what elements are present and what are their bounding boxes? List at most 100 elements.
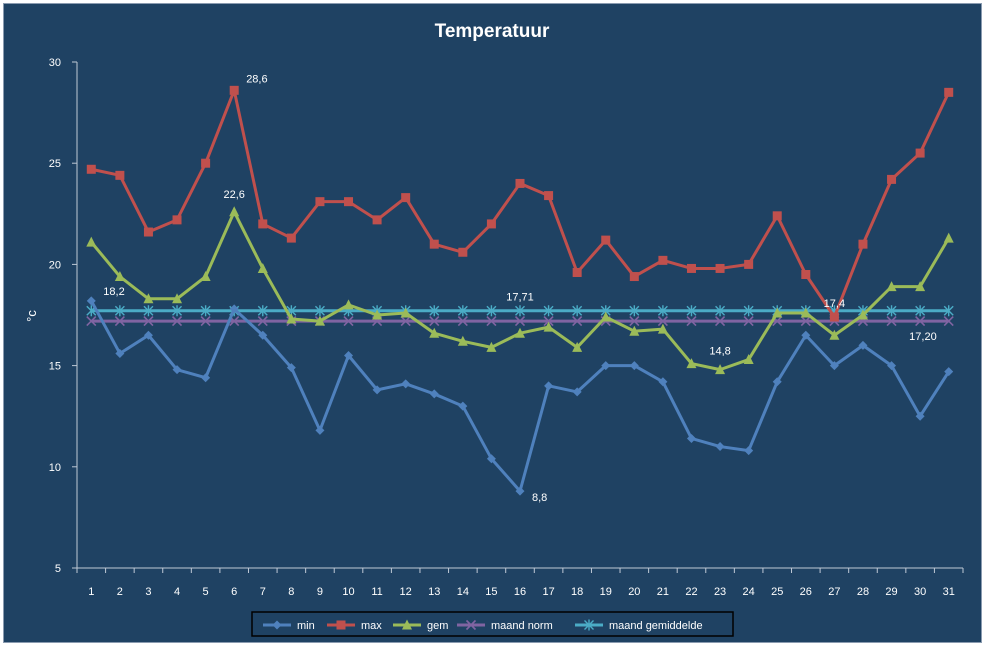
data-label: 17,71: [506, 292, 534, 304]
y-tick-label: 15: [49, 361, 61, 373]
data-point-gem: [715, 364, 726, 375]
data-point-gem: [457, 335, 468, 346]
data-point-min: [515, 486, 525, 496]
data-point-min: [944, 367, 954, 377]
data-point-max: [201, 158, 211, 168]
data-point-maand-norm: [886, 316, 897, 327]
data-point-gem: [686, 358, 697, 369]
data-point-max: [772, 211, 782, 221]
data-point-maand-norm: [915, 316, 926, 327]
data-point-min: [372, 385, 382, 395]
data-point-maand-gemiddelde: [657, 305, 668, 317]
data-point-max: [115, 170, 125, 180]
data-point-gem: [400, 307, 411, 318]
x-tick-label: 4: [174, 586, 180, 598]
data-point-max: [515, 178, 525, 188]
data-point-min: [858, 340, 868, 350]
data-point-maand-gemiddelde: [257, 305, 268, 317]
data-label: 28,6: [246, 73, 267, 85]
legend-swatch-marker: [584, 619, 594, 631]
data-point-max: [572, 267, 582, 277]
legend-swatch-marker: [336, 620, 346, 630]
data-point-maand-norm: [457, 316, 468, 327]
data-point-gem: [343, 299, 354, 310]
data-point-maand-norm: [114, 316, 125, 327]
data-point-min: [629, 361, 639, 371]
data-point-min: [915, 411, 925, 421]
data-point-min: [143, 330, 153, 340]
data-point-max: [229, 85, 239, 95]
data-point-max: [172, 215, 182, 225]
data-point-maand-norm: [800, 316, 811, 327]
data-point-maand-norm: [543, 316, 554, 327]
data-point-gem: [286, 313, 297, 324]
data-point-maand-norm: [171, 316, 183, 327]
legend-label: gem: [427, 620, 448, 632]
data-point-maand-gemiddelde: [429, 305, 440, 317]
x-tick-label: 25: [771, 586, 783, 598]
x-tick-label: 17: [542, 586, 554, 598]
legend-label: max: [361, 620, 382, 632]
x-tick-label: 10: [342, 586, 354, 598]
x-tick-label: 15: [485, 586, 497, 598]
data-point-min: [258, 330, 268, 340]
x-tick-label: 21: [657, 586, 669, 598]
data-point-maand-norm: [629, 316, 640, 327]
data-point-max: [744, 259, 754, 269]
data-point-min: [572, 387, 582, 397]
data-point-max: [944, 87, 954, 97]
data-point-maand-gemiddelde: [629, 305, 640, 317]
data-point-maand-norm: [943, 316, 954, 327]
legend-swatch-marker: [272, 620, 282, 630]
x-tick-label: 14: [457, 586, 469, 598]
data-point-gem: [572, 341, 583, 352]
data-point-min: [829, 361, 839, 371]
data-point-maand-norm: [714, 316, 726, 327]
x-tick-label: 8: [288, 586, 294, 598]
data-point-min: [86, 296, 96, 306]
data-point-maand-norm: [686, 316, 697, 327]
x-tick-label: 9: [317, 586, 323, 598]
y-tick-label: 25: [49, 158, 61, 170]
data-point-maand-gemiddelde: [915, 305, 926, 317]
data-label: 14,8: [709, 346, 730, 358]
x-tick-label: 22: [685, 586, 697, 598]
legend-swatch-marker: [465, 619, 477, 631]
data-point-gem: [200, 271, 211, 282]
data-point-maand-gemiddelde: [486, 305, 497, 317]
data-point-maand-norm: [257, 316, 268, 327]
data-point-gem: [657, 323, 668, 334]
data-point-gem: [229, 206, 240, 217]
data-point-min: [344, 350, 354, 360]
series-gem: [86, 206, 954, 375]
data-point-maand-norm: [486, 316, 497, 327]
data-point-max: [715, 263, 725, 273]
data-point-maand-gemiddelde: [457, 305, 468, 317]
data-point-min: [229, 304, 239, 314]
data-point-max: [401, 193, 411, 203]
data-point-gem: [86, 236, 97, 247]
data-point-min: [315, 425, 325, 435]
data-point-min: [458, 401, 468, 411]
data-point-gem: [515, 327, 525, 338]
x-tick-label: 16: [514, 586, 526, 598]
data-point-max: [887, 174, 897, 184]
data-point-max: [544, 191, 554, 201]
data-point-gem: [257, 262, 268, 273]
x-tick-label: 20: [628, 586, 640, 598]
data-point-gem: [743, 354, 754, 365]
series-layer: [86, 85, 954, 496]
data-point-gem: [829, 329, 840, 340]
data-point-gem: [886, 281, 897, 292]
data-point-max: [858, 239, 868, 249]
data-point-gem: [314, 315, 325, 326]
legend-swatch-marker: [402, 619, 412, 630]
x-tick-label: 28: [857, 586, 869, 598]
data-point-max: [686, 263, 696, 273]
data-point-max: [315, 197, 325, 207]
data-point-min: [201, 373, 211, 383]
data-label: 8,8: [532, 492, 547, 504]
data-point-max: [915, 148, 925, 158]
data-point-max: [372, 215, 382, 225]
data-point-min: [801, 330, 811, 340]
